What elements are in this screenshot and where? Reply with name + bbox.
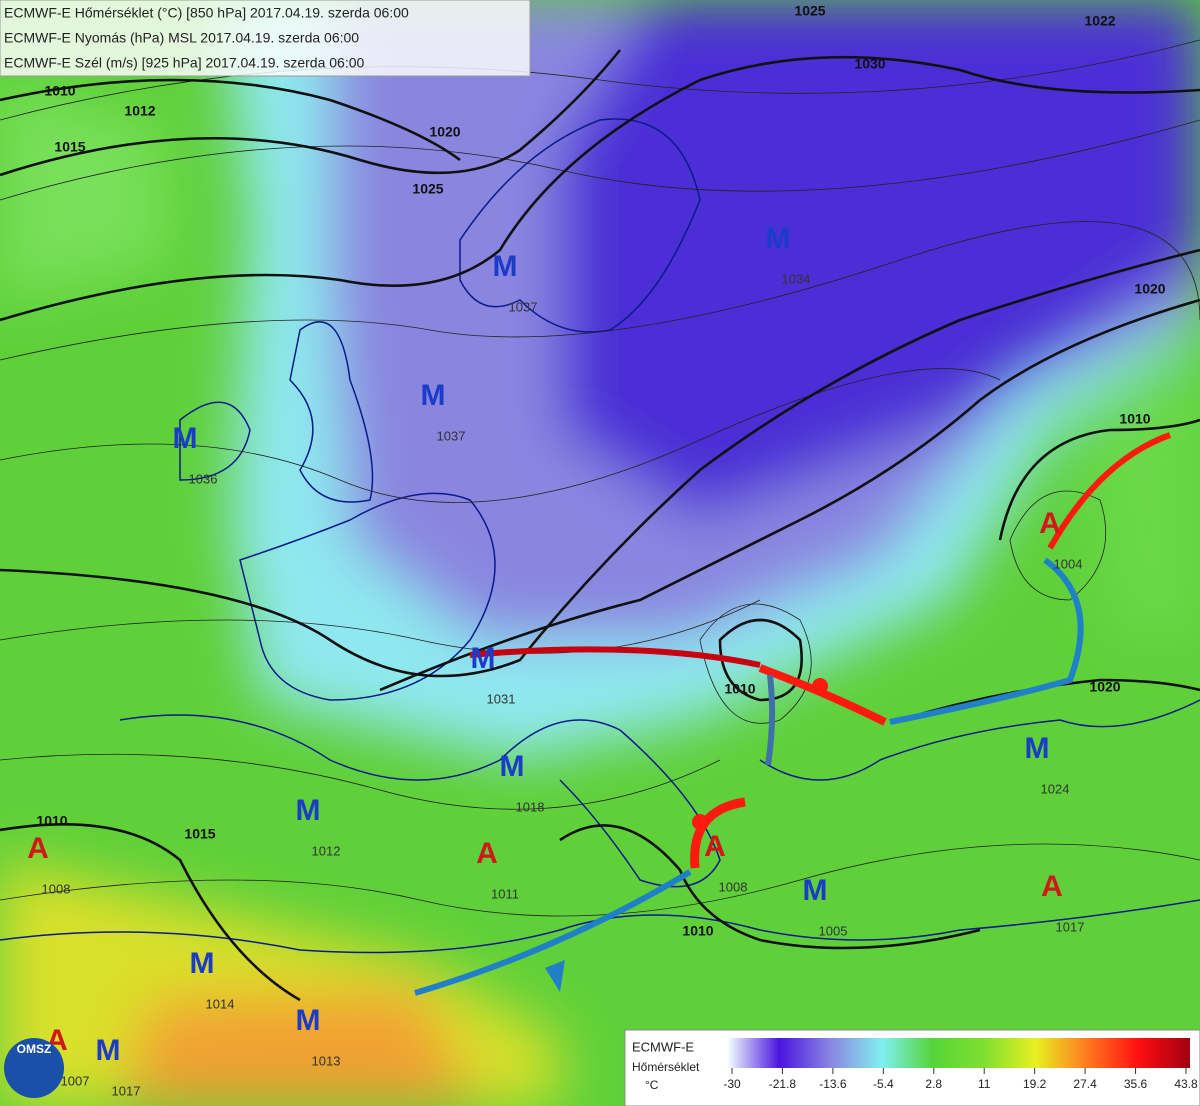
center-letter: A <box>1039 507 1061 540</box>
fronts <box>414 432 1172 996</box>
isobar-label: 1010 <box>44 83 75 99</box>
center-letter: M <box>1025 732 1050 765</box>
isobar-label: 1012 <box>124 103 155 119</box>
center-letter: M <box>173 422 198 455</box>
center-pressure: 1004 <box>1054 556 1083 571</box>
center-pressure: 1017 <box>1056 919 1085 934</box>
colorbar-tick-label: -5.4 <box>873 1077 894 1091</box>
isobar-label: 1010 <box>724 681 755 697</box>
colorbar-tick-label: 43.8 <box>1174 1077 1198 1091</box>
center-letter: A <box>27 832 49 865</box>
center-letter: A <box>476 837 498 870</box>
header: ECMWF-E Hőmérséklet (°C) [850 hPa] 2017.… <box>0 0 531 77</box>
center-pressure: 1008 <box>719 879 748 894</box>
pressure-centers: M 1037 M 1034 M 1037 M 1036 M 1031 A 1004 M 1018 M 1012… <box>27 222 1084 1099</box>
center-letter: A <box>704 830 726 863</box>
center-letter: M <box>96 1034 121 1067</box>
colorbar-tick-label: -30 <box>723 1077 741 1091</box>
isobar-label: 1025 <box>412 181 443 197</box>
colorbar <box>728 1038 1190 1068</box>
isobar-labels: 1010 1015 1012 1020 1025 1030 1025 1020 1010 1020… <box>36 3 1165 939</box>
center-pressure: 1034 <box>782 271 811 286</box>
center-pressure: 1017 <box>112 1083 141 1098</box>
header-line: ECMWF-E Nyomás (hPa) MSL 2017.04.19. sze… <box>4 30 359 46</box>
center-letter: M <box>296 794 321 827</box>
legend-title: ECMWF-E <box>632 1039 694 1054</box>
isobar-label: 1015 <box>184 826 215 842</box>
header-line: ECMWF-E Hőmérséklet (°C) [850 hPa] 2017.… <box>4 5 409 21</box>
legend-unit: °C <box>645 1078 659 1092</box>
colorbar-tick-label: -13.6 <box>819 1077 847 1091</box>
isobar-label: 1020 <box>1089 679 1120 695</box>
center-letter: M <box>766 222 791 255</box>
colorbar-tick-label: -21.8 <box>769 1077 797 1091</box>
isobar-label: 1022 <box>1084 13 1115 29</box>
center-pressure: 1018 <box>516 799 545 814</box>
isobars <box>0 49 1200 1002</box>
isobar-label: 1030 <box>854 56 885 72</box>
isobar-label: 1010 <box>1119 411 1150 427</box>
center-pressure: 1037 <box>437 428 466 443</box>
center-pressure: 1012 <box>312 843 341 858</box>
coastlines <box>0 118 1200 954</box>
center-letter: M <box>803 874 828 907</box>
center-pressure: 1037 <box>509 299 538 314</box>
logo: OMSZ <box>4 1038 64 1098</box>
logo-text: OMSZ <box>17 1042 52 1056</box>
isobar-label: 1020 <box>1134 281 1165 297</box>
isobar-label: 1020 <box>429 124 460 140</box>
center-letter: M <box>493 250 518 283</box>
center-letter: M <box>296 1004 321 1037</box>
center-pressure: 1008 <box>42 881 71 896</box>
center-pressure: 1007 <box>61 1073 90 1088</box>
center-pressure: 1013 <box>312 1053 341 1068</box>
legend-subtitle: Hőmérséklet <box>632 1060 700 1074</box>
isobar-label: 1025 <box>794 3 825 19</box>
center-letter: M <box>190 947 215 980</box>
isobar-label: 1015 <box>54 139 85 155</box>
center-pressure: 1036 <box>189 471 218 486</box>
center-pressure: 1005 <box>819 923 848 938</box>
colorbar-tick-label: 11 <box>978 1077 991 1091</box>
legend: ECMWF-E Hőmérséklet °C -30 -21.8 -13.6 -5.4… <box>624 1029 1200 1106</box>
center-letter: M <box>471 642 496 675</box>
colorbar-tick-label: 35.6 <box>1124 1077 1148 1091</box>
center-letter: M <box>421 379 446 412</box>
center-pressure: 1024 <box>1041 781 1070 796</box>
center-letter: A <box>1041 870 1063 903</box>
center-pressure: 1014 <box>206 996 235 1011</box>
isobar-label: 1010 <box>36 813 67 829</box>
isobar-label: 1010 <box>682 923 713 939</box>
center-pressure: 1031 <box>487 691 516 706</box>
center-letter: M <box>500 750 525 783</box>
colorbar-tick-label: 2.8 <box>925 1077 942 1091</box>
colorbar-tick-label: 19.2 <box>1023 1077 1047 1091</box>
colorbar-tick-label: 27.4 <box>1073 1077 1097 1091</box>
header-line: ECMWF-E Szél (m/s) [925 hPa] 2017.04.19.… <box>4 55 364 71</box>
center-pressure: 1011 <box>491 886 519 901</box>
